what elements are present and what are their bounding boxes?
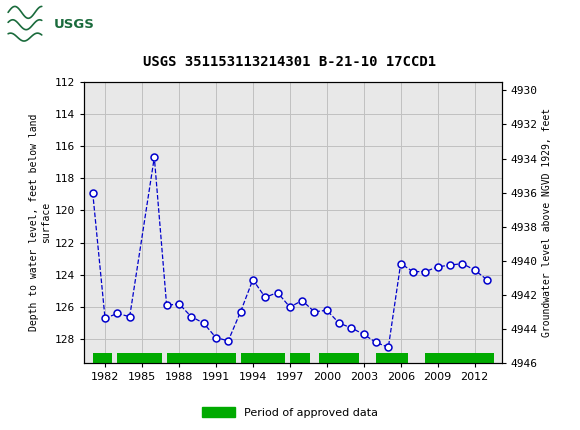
Y-axis label: Groundwater level above NGVD 1929, feet: Groundwater level above NGVD 1929, feet <box>542 108 552 337</box>
Bar <box>320 353 359 362</box>
Y-axis label: Depth to water level, feet below land
surface: Depth to water level, feet below land su… <box>29 114 50 331</box>
Bar <box>7 4 74 46</box>
Bar <box>425 353 494 362</box>
Bar <box>290 353 310 362</box>
Bar <box>117 353 162 362</box>
Bar <box>93 353 113 362</box>
Legend: Period of approved data: Period of approved data <box>197 403 383 422</box>
Text: USGS: USGS <box>53 18 94 31</box>
Bar <box>376 353 408 362</box>
Bar <box>241 353 285 362</box>
Bar <box>166 353 235 362</box>
Text: USGS 351153113214301 B-21-10 17CCD1: USGS 351153113214301 B-21-10 17CCD1 <box>143 55 437 69</box>
